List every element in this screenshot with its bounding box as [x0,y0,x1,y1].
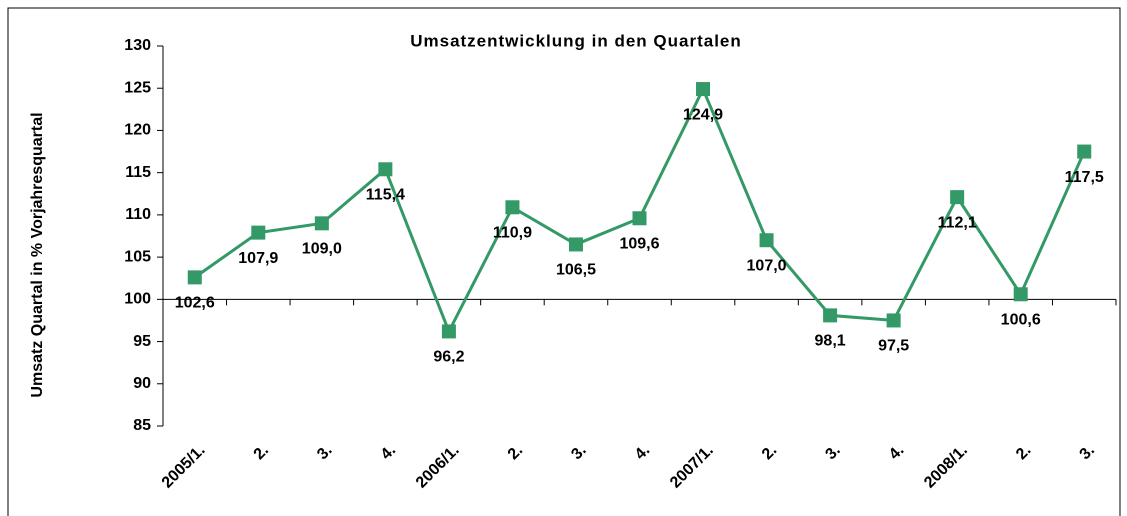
data-label: 96,2 [433,349,464,366]
marker [568,237,583,252]
data-label: 110,9 [493,225,532,242]
data-label: 98,1 [815,333,846,350]
data-label: 115,4 [366,187,405,204]
x-tick-label: 2. [759,442,780,463]
x-tick-label: 3. [314,442,335,463]
marker [759,233,774,248]
marker [950,190,965,205]
data-label: 100,6 [1001,311,1041,328]
x-tick-label: 2006/1. [413,442,463,492]
x-tick-label: 2. [251,442,272,463]
x-tick-label: 2005/1. [159,442,209,492]
marker [378,162,393,177]
data-label: 124,9 [683,106,723,123]
y-tick-label: 90 [133,375,151,392]
x-tick-label: 3. [1077,442,1098,463]
y-axis-label: Umsatz Quartal in % Vorjahresquartal [29,112,46,397]
y-tick-label: 100 [124,291,151,308]
x-tick-label: 2. [1013,442,1034,463]
data-label: 102,6 [175,295,215,312]
marker [314,216,329,231]
y-tick-label: 115 [125,164,151,181]
marker [632,211,647,226]
data-label: 107,0 [747,257,787,274]
marker [187,270,202,285]
x-tick-label: 4. [378,442,399,463]
marker [696,82,711,97]
x-tick-label: 4. [886,442,907,463]
x-tick-label: 2. [505,442,526,463]
data-label: 107,9 [238,250,278,267]
data-label: 106,5 [556,262,596,279]
chart-title: Umsatzentwicklung in den Quartalen [410,31,742,50]
y-tick-label: 95 [133,333,151,350]
x-tick-label: 3. [568,442,589,463]
series-line [193,85,1086,336]
data-label: 109,0 [302,241,342,258]
x-tick-label: 3. [822,442,843,463]
x-tick-label: 2007/1. [667,442,717,492]
data-label: 117,5 [1065,169,1104,186]
y-tick-label: 125 [124,79,151,96]
y-tick-label: 105 [124,248,151,265]
y-tick-label: 130 [124,37,151,54]
marker [505,200,520,215]
marker [441,324,456,339]
data-label: 97,5 [878,338,909,355]
y-tick-label: 85 [133,417,151,434]
marker [823,308,838,323]
x-tick-label: 4. [632,442,653,463]
data-label: 112,1 [938,214,977,231]
marker [1013,287,1028,302]
data-label: 109,6 [619,235,659,252]
frame [7,7,1121,516]
x-tick-label: 2008/1. [921,442,971,492]
y-tick-label: 110 [125,206,151,223]
marker [886,313,901,328]
y-tick-label: 120 [124,122,151,139]
marker [1077,144,1092,159]
marker [251,225,266,240]
